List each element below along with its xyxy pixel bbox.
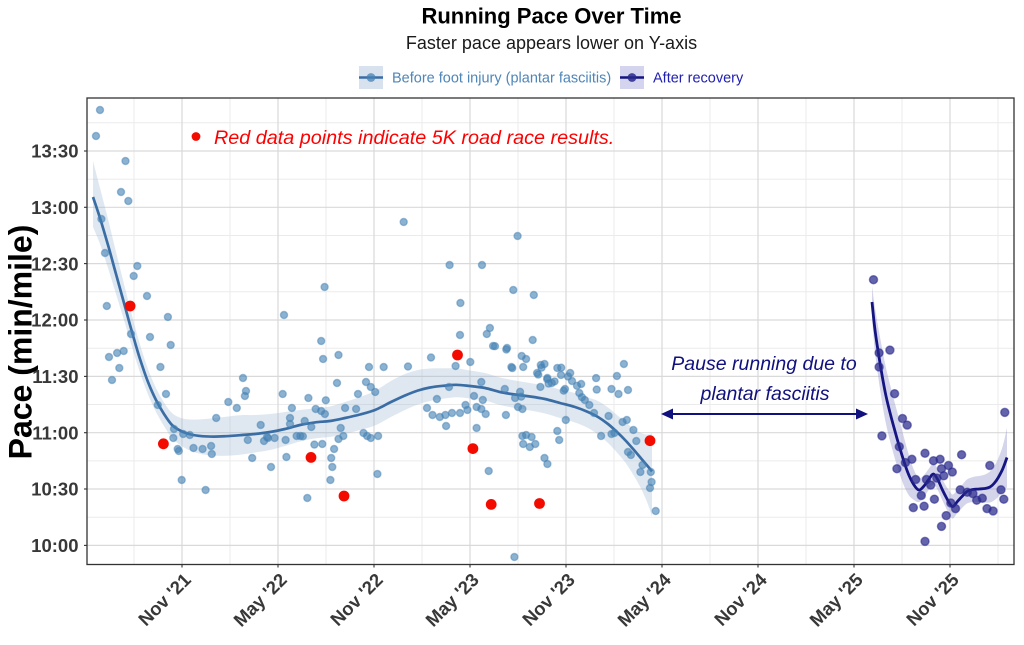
- svg-text:plantar fasciitis: plantar fasciitis: [700, 383, 830, 405]
- svg-text:Faster pace appears lower on Y: Faster pace appears lower on Y-axis: [406, 33, 697, 53]
- svg-text:13:30: 13:30: [31, 141, 78, 162]
- svg-text:11:30: 11:30: [32, 366, 78, 387]
- svg-text:10:00: 10:00: [31, 535, 78, 556]
- svg-text:Before foot injury (plantar fa: Before foot injury (plantar fasciitis): [392, 71, 611, 87]
- svg-text:After recovery: After recovery: [653, 71, 744, 87]
- svg-text:13:00: 13:00: [31, 197, 78, 218]
- svg-text:Pause running due to: Pause running due to: [671, 353, 857, 375]
- svg-text:11:00: 11:00: [32, 422, 78, 443]
- svg-text:10:30: 10:30: [31, 479, 78, 500]
- svg-text:Red data points indicate 5K ro: Red data points indicate 5K road race re…: [214, 127, 614, 149]
- svg-text:12:30: 12:30: [31, 253, 78, 274]
- svg-text:Running Pace Over Time: Running Pace Over Time: [421, 4, 681, 29]
- svg-text:12:00: 12:00: [31, 310, 78, 331]
- svg-text:Pace (min/mile): Pace (min/mile): [3, 225, 39, 460]
